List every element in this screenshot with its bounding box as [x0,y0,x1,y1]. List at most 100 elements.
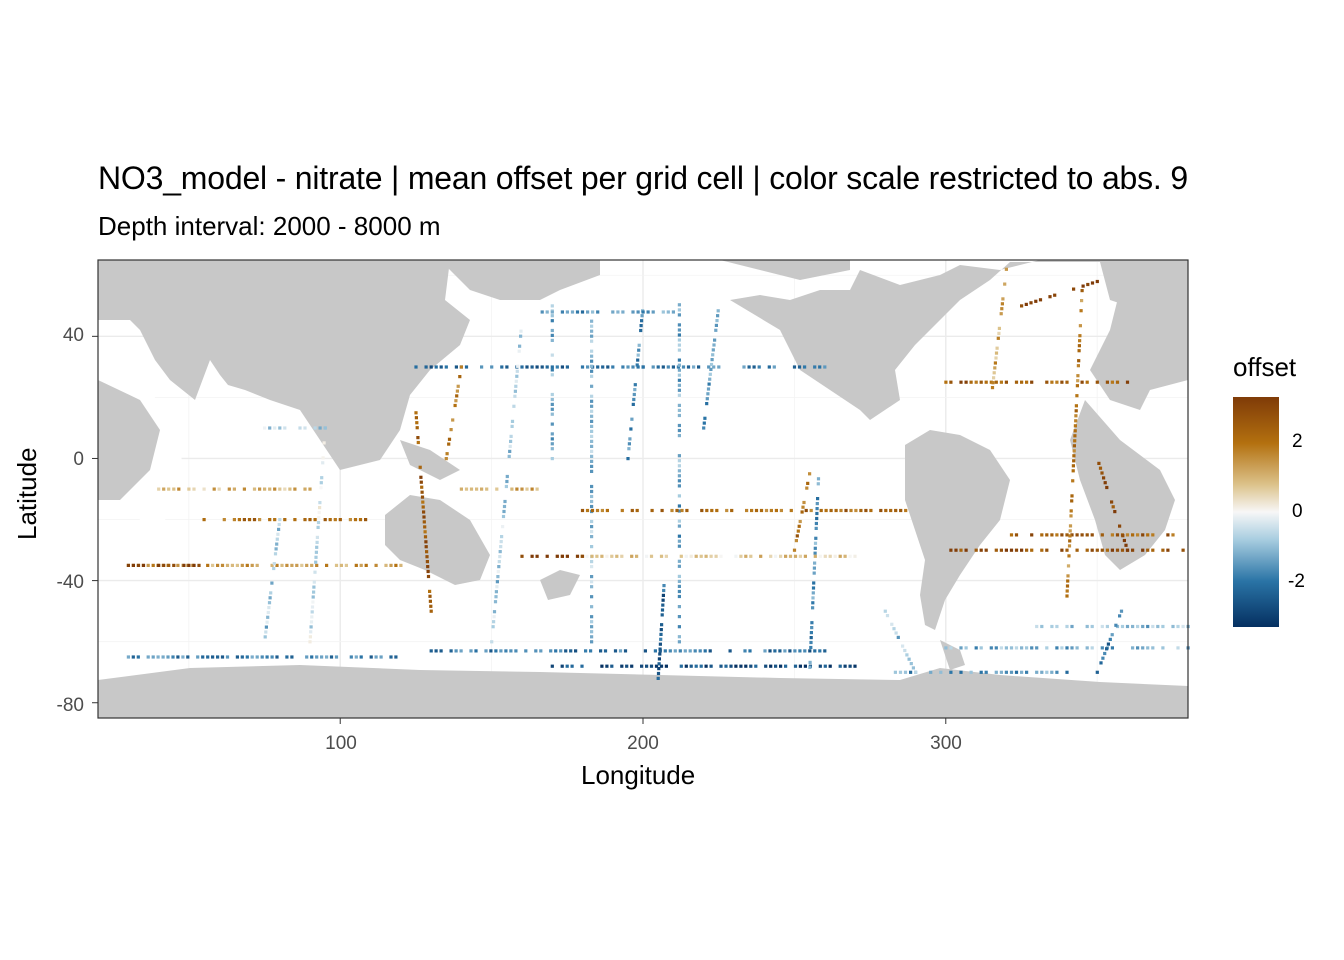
offset-cell [518,344,522,348]
offset-cell [584,649,588,653]
offset-cell [677,574,681,578]
offset-cell [630,417,634,421]
offset-cell [539,649,543,653]
offset-cell [1004,267,1008,271]
offset-cell [222,518,226,522]
offset-cell [1156,624,1160,629]
axes [92,335,947,724]
offset-cell [1068,539,1072,543]
offset-cell [677,348,681,352]
offset-cell [1020,548,1024,552]
offset-cell [550,368,554,372]
offset-cell [658,649,662,653]
offset-cell [819,508,823,513]
offset-cell [677,368,681,372]
offset-cell [317,515,321,520]
offset-cell [507,454,511,458]
offset-cell [605,554,609,558]
offset-cell [1090,281,1095,285]
offset-cell [309,630,313,634]
offset-cell [939,670,943,674]
offset-cell [853,554,857,558]
offset-cell [1038,298,1043,302]
offset-cell [586,365,590,369]
offset-cell [369,655,373,659]
offset-cell [565,310,569,314]
offset-cell [808,660,812,664]
offset-cell [811,601,815,605]
offset-cell [283,426,287,430]
offset-cell [824,508,828,513]
x-axis-label: Longitude [581,760,696,790]
offset-cell [676,365,680,369]
offset-cell [854,508,858,513]
offset-cell [1072,287,1076,291]
offset-cell [469,649,473,653]
offset-cell [620,508,624,513]
offset-cell [550,338,554,342]
offset-cell [677,423,681,428]
offset-cell [1045,670,1049,674]
offset-cell [590,364,594,368]
offset-cell [949,548,953,552]
offset-cell [884,508,888,513]
offset-cell [1077,359,1081,363]
offset-cell [949,380,953,384]
offset-cell [590,554,594,558]
offset-cell [640,319,644,323]
offset-cell [997,331,1001,335]
offset-cell [754,664,758,668]
offset-cell [328,518,332,522]
offset-cell [677,378,681,382]
offset-cell [651,310,655,314]
offset-cell [590,560,594,564]
offset-cell [550,412,554,416]
offset-cell [621,310,625,314]
offset-cell [692,365,696,369]
offset-cell [312,580,316,584]
offset-cell [677,303,681,307]
offset-cell [303,426,307,430]
offset-cell [459,649,463,653]
offset-cell [1074,419,1078,423]
offset-cell [603,649,608,653]
offset-cell [666,365,670,369]
offset-cell [659,632,663,636]
offset-cell [823,554,827,558]
offset-cell [627,447,631,451]
offset-cell [250,563,254,567]
offset-cell [618,649,623,653]
offset-cell [318,426,322,430]
offset-cell [1068,529,1072,533]
offset-cell [600,664,604,668]
offset-cell [719,554,723,558]
offset-cell [893,670,897,674]
offset-cell [420,495,425,499]
offset-cell [495,580,499,584]
offset-cell [705,402,709,406]
offset-cell [550,353,554,357]
offset-cell [1121,534,1125,538]
offset-cell [590,469,594,473]
offset-cell [628,437,632,441]
offset-cell [1110,633,1114,637]
offset-cell [994,646,998,650]
offset-cell [677,454,681,458]
offset-cell [969,380,973,384]
offset-cell [269,591,273,595]
offset-cell [445,452,449,456]
offset-cell [1105,380,1109,384]
offset-cell [640,664,644,668]
offset-cell [1086,282,1090,287]
offset-cell [664,664,668,668]
offset-cell [1060,646,1064,650]
offset-cell [705,397,709,401]
offset-cell [309,625,313,629]
offset-cell [1076,374,1080,378]
offset-cell [789,508,793,513]
offset-cell [717,365,721,369]
offset-cell [677,464,681,468]
offset-cell [590,535,594,539]
offset-cell [590,409,594,413]
offset-cell [616,310,620,314]
